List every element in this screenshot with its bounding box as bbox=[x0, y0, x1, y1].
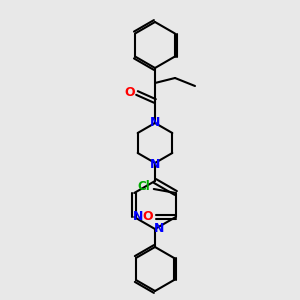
Text: O: O bbox=[142, 209, 153, 223]
Text: N: N bbox=[133, 211, 143, 224]
Text: Cl: Cl bbox=[137, 181, 150, 194]
Text: N: N bbox=[150, 116, 160, 128]
Text: N: N bbox=[150, 158, 160, 170]
Text: O: O bbox=[125, 85, 135, 98]
Text: N: N bbox=[154, 223, 164, 236]
